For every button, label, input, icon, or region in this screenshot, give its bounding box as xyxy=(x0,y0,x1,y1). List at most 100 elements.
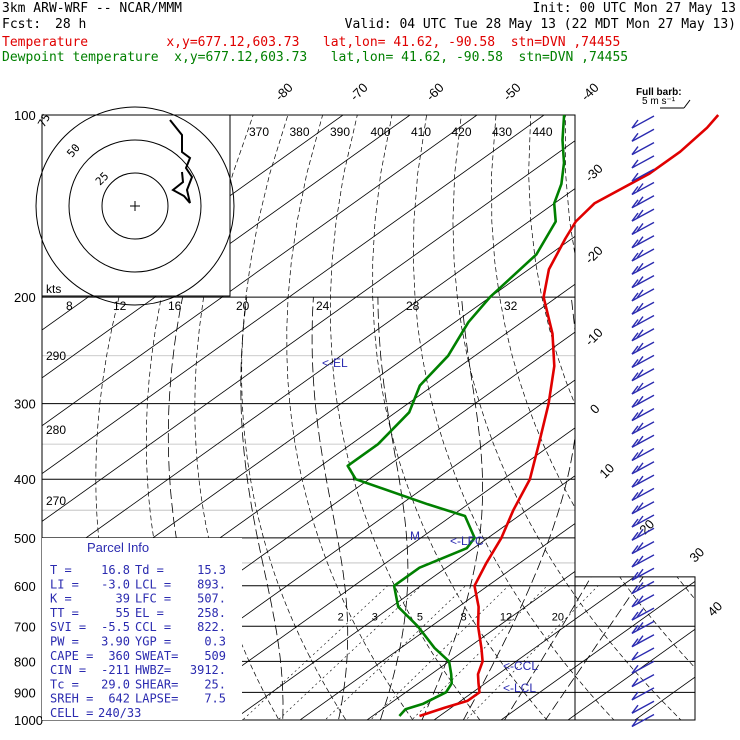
parcel-value: 507. xyxy=(197,592,226,606)
mixing-ratio-label: 12 xyxy=(500,611,512,623)
level-marker: M xyxy=(410,529,420,543)
dry-adiabat xyxy=(330,115,491,720)
dry-adiabat xyxy=(491,115,695,720)
barb-legend-barb xyxy=(683,99,691,109)
wind-barb xyxy=(631,687,655,701)
wind-barb xyxy=(631,354,655,369)
wind-barb xyxy=(631,594,655,608)
isotherm-line xyxy=(348,115,695,720)
moist-adiabat xyxy=(415,297,483,720)
moist-adiabat xyxy=(311,297,349,720)
model-title: 3km ARW-WRF -- NCAR/MMM xyxy=(2,1,183,16)
isotherm-label: -60 xyxy=(423,80,447,104)
wind-barb xyxy=(631,115,655,129)
parcel-value: 360 xyxy=(108,649,130,663)
theta-label: 390 xyxy=(330,125,350,139)
pressure-tick-label: 500 xyxy=(14,531,36,546)
hodograph-ring xyxy=(101,172,169,240)
pressure-tick-label: 1000 xyxy=(14,713,43,728)
parcel-value: 3.90 xyxy=(101,635,130,649)
moist-adiabat xyxy=(536,296,695,720)
wind-barb xyxy=(631,195,655,209)
parcel-value: 29.0 xyxy=(101,677,130,691)
hodograph-speed-label: 8 xyxy=(66,299,73,313)
isotherm-line xyxy=(42,115,612,720)
isotherm-line xyxy=(42,115,411,720)
wind-barb xyxy=(631,580,655,595)
hodograph-ring-label: 75 xyxy=(35,112,53,130)
mixing-ratio-line xyxy=(357,585,509,720)
dry-adiabat xyxy=(286,115,423,720)
valid-time: Valid: 04 UTC Tue 28 May 13 (22 MDT Mon … xyxy=(344,17,736,32)
dewpoint-curve xyxy=(346,114,566,717)
wind-barb xyxy=(631,274,655,289)
isotherm-line xyxy=(281,115,695,720)
wind-barb xyxy=(631,647,655,661)
parcel-key: LI = xyxy=(50,577,79,591)
wind-barb xyxy=(631,168,655,182)
wind-barb xyxy=(631,368,655,382)
theta-label: 400 xyxy=(371,125,391,139)
temperature-curve xyxy=(419,114,720,718)
parcel-key: Td = xyxy=(135,563,164,577)
wind-barb xyxy=(631,407,655,422)
parcel-key: SWEAT= xyxy=(135,649,178,663)
dewpoint-legend: Dewpoint temperature x,y=677.12,603.73 l… xyxy=(2,50,629,65)
pressure-tick-label: 600 xyxy=(14,579,36,594)
mixing-ratio-label: 20 xyxy=(552,611,564,623)
level-marker: <-LCL xyxy=(503,681,536,695)
isotherm-line xyxy=(482,115,695,720)
mixing-ratio-label: 8 xyxy=(461,611,467,623)
isotherm-label: -80 xyxy=(272,80,296,104)
parcel-key: CAPE = xyxy=(50,649,93,663)
parcel-key: CIN = xyxy=(50,663,86,677)
wind-barb xyxy=(631,673,655,688)
parcel-value: 16.8 xyxy=(101,563,130,577)
theta-label: 370 xyxy=(249,125,269,139)
dry-adiabat xyxy=(95,115,185,720)
isotherm-label: -40 xyxy=(578,80,602,104)
isotherm-label: 30 xyxy=(686,544,707,565)
parcel-key: EL = xyxy=(135,606,164,620)
wind-barb xyxy=(631,700,655,714)
parcel-value: 822. xyxy=(197,620,226,634)
dry-adiabat xyxy=(241,115,355,720)
isotherm-label: -10 xyxy=(582,325,606,349)
isotherm-label: 10 xyxy=(596,460,617,481)
wind-barb xyxy=(631,208,655,222)
wind-barb xyxy=(631,301,655,315)
parcel-value: 39 xyxy=(116,592,130,606)
parcel-key: Tc = xyxy=(50,677,79,691)
parcel-panel xyxy=(42,538,242,720)
mixing-ratio-label: 2 xyxy=(338,611,344,623)
parcel-value: -3.0 xyxy=(101,577,130,591)
wind-barb xyxy=(631,155,655,169)
dry-adiabat xyxy=(372,115,559,720)
pressure-tick-label: 300 xyxy=(14,397,36,412)
wind-barb xyxy=(631,461,655,475)
dry-adiabat xyxy=(704,115,740,733)
wind-barb xyxy=(631,221,655,236)
parcel-value: 55 xyxy=(116,606,130,620)
parcel-key: SVI = xyxy=(50,620,86,634)
wind-barb xyxy=(631,141,655,156)
pressure-tick-label: 100 xyxy=(14,108,36,123)
hodograph-ring xyxy=(68,139,202,273)
parcel-value: 258. xyxy=(197,606,226,620)
parcel-key: PW = xyxy=(50,635,79,649)
level-marker: <-CCL xyxy=(503,659,538,673)
theta-e-label: 290 xyxy=(46,349,66,363)
wind-barb xyxy=(631,713,655,728)
parcel-value: 15.3 xyxy=(197,563,226,577)
plot-frame xyxy=(41,114,576,721)
moist-adiabat xyxy=(167,297,216,720)
dry-adiabat xyxy=(413,115,627,720)
isotherm-line xyxy=(42,115,545,720)
hodograph-ring xyxy=(35,106,235,306)
wind-barb xyxy=(631,527,655,541)
wind-barb xyxy=(631,421,655,435)
parcel-key: YGP = xyxy=(135,635,171,649)
wind-barb xyxy=(631,514,655,528)
hodograph-unit: kts xyxy=(46,282,61,296)
